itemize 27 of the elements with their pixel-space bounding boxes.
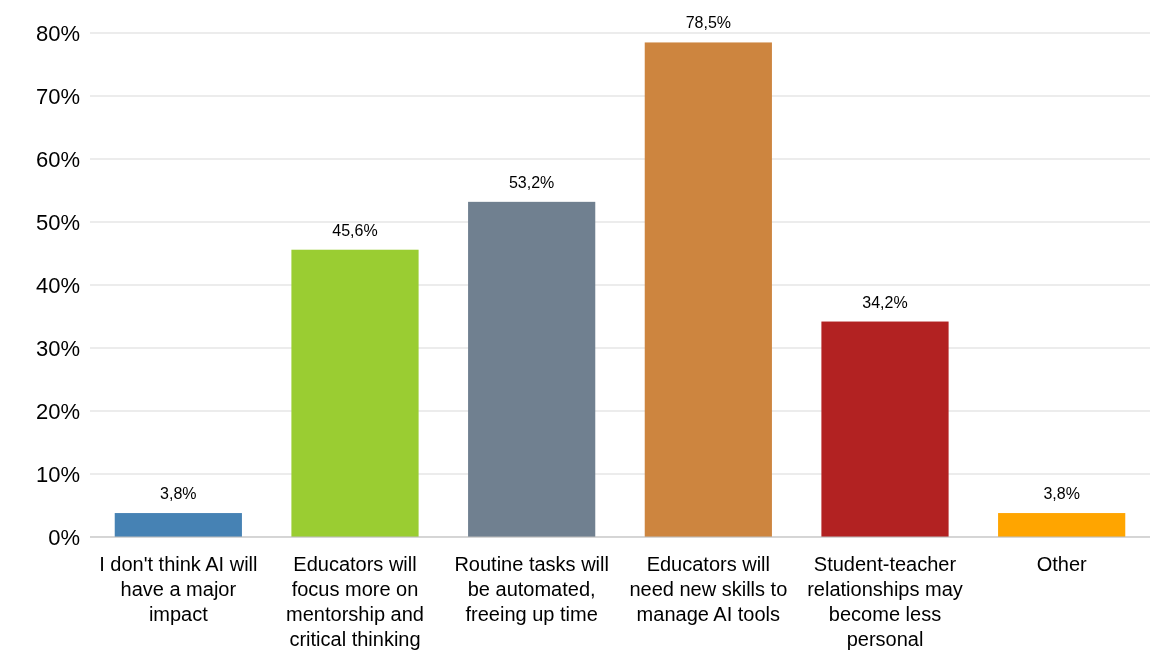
data-label: 3,8% (160, 485, 197, 503)
y-tick-label: 10% (35, 461, 80, 487)
bar (998, 513, 1126, 537)
y-tick-label: 30% (35, 335, 80, 361)
bar (291, 249, 419, 537)
bar (821, 321, 949, 537)
data-label: 34,2% (862, 293, 908, 311)
data-label: 78,5% (685, 14, 732, 32)
y-tick-label: 60% (35, 146, 80, 172)
bar (644, 42, 772, 537)
y-tick-label: 50% (35, 209, 80, 235)
data-label: 53,2% (508, 173, 555, 191)
x-tick-label: I don't think AI will have a major impact (99, 553, 258, 625)
y-tick-label: 0% (48, 524, 80, 550)
x-tick-label: Routine tasks will be automated, freeing up time (454, 553, 609, 625)
x-tick-label: Student-teacher relationships may become less personal (807, 553, 963, 650)
data-label: 3,8% (1043, 485, 1080, 503)
y-tick-label: 20% (35, 398, 80, 424)
bar (468, 201, 596, 537)
y-tick-label: 40% (35, 272, 80, 298)
x-tick-label: Educators will focus more on mentorship and critical thinking (286, 553, 424, 650)
x-tick-label: Other (1036, 553, 1088, 575)
data-label: 45,6% (332, 221, 378, 239)
y-tick-label: 80% (35, 20, 80, 46)
y-tick-label: 70% (35, 83, 80, 109)
bar (114, 513, 242, 537)
x-tick-label: Educators will need new skills to manage AI tools (629, 553, 788, 625)
